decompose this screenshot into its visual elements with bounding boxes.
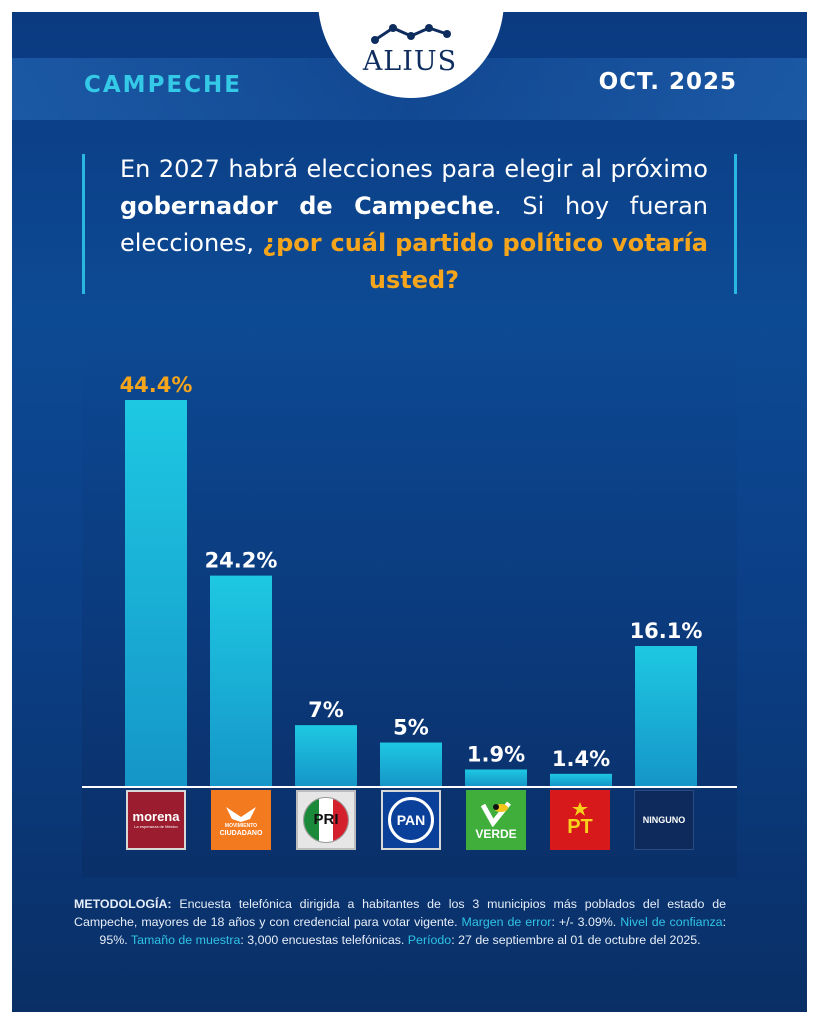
methodology-text: Encuesta telefónica dirigida a habitante… (74, 897, 726, 929)
morena-logo-name: morena (132, 809, 180, 824)
pan-emblem: PAN (388, 797, 434, 843)
brand-chart-icon (371, 24, 451, 44)
ninguno-logo-name: NINGUNO (642, 815, 686, 825)
bar-2 (295, 725, 357, 786)
confidence-label: Nivel de confianza (620, 915, 723, 929)
question-text-2: . Si hoy fueran elecciones, (120, 192, 709, 257)
bar-value-label-6: 16.1% (630, 619, 703, 643)
bar-value-label-0: 44.4% (120, 373, 193, 397)
question-bar-right (734, 154, 737, 294)
morena-logo-icon: morena La esperanza de México (126, 790, 186, 850)
region-label: CAMPECHE (84, 72, 242, 98)
bar-value-label-3: 5% (393, 716, 429, 740)
verde-logo-icon: VERDE (466, 790, 526, 850)
pri-logo-icon: PRI (296, 790, 356, 850)
bar-5 (550, 773, 612, 786)
pri-logo-name: PRI (313, 811, 339, 828)
period-label: Período (407, 933, 452, 947)
brand-name: ALIUS (362, 46, 458, 77)
question-bar-left (82, 154, 85, 294)
bar-1 (210, 575, 272, 786)
bar-0 (125, 400, 187, 786)
bar-value-label-5: 1.4% (552, 747, 610, 771)
pan-logo-icon: PAN (381, 790, 441, 850)
ninguno-logo-icon: NINGUNO (634, 790, 694, 850)
toucan-icon (480, 801, 511, 827)
question-text-1: En 2027 habrá elecciones para elegir al … (120, 155, 708, 183)
sample-label: Tamaño de muestra (130, 933, 241, 947)
confidence-value: : 95%. (99, 915, 727, 947)
bar-value-label-2: 7% (308, 698, 344, 722)
date-label: OCT. 2025 (598, 69, 737, 95)
sample-value: : 3,000 encuestas telefónicas. (240, 933, 408, 947)
pan-logo-name: PAN (396, 812, 426, 828)
bar-3 (380, 742, 442, 786)
pt-logo-name: PT (567, 816, 593, 838)
eagle-icon (226, 806, 256, 822)
bar-6 (635, 646, 697, 786)
period-value: : 27 de septiembre al 01 de octubre del … (451, 933, 701, 947)
verde-logo-name: VERDE (475, 827, 517, 841)
poll-question: En 2027 habrá elecciones para elegir al … (120, 151, 708, 299)
pt-logo-icon: PT (550, 790, 610, 850)
mc-logo-line2: CIUDADANO (219, 829, 263, 837)
methodology-label: METODOLOGÍA: (74, 897, 172, 911)
star-icon (572, 802, 588, 816)
bar-4 (465, 769, 527, 786)
question-bold: gobernador de Campeche (120, 192, 494, 220)
margin-value: : +/- 3.09%. (551, 915, 621, 929)
bar-value-label-1: 24.2% (205, 549, 278, 573)
margin-label: Margen de error (461, 915, 552, 929)
mc-logo-icon: MOVIMIENTO CIUDADANO (211, 790, 271, 850)
morena-logo-sub: La esperanza de México (134, 824, 178, 829)
bar-value-label-4: 1.9% (467, 742, 525, 766)
mc-logo-line1: MOVIMIENTO (224, 822, 258, 829)
question-highlight: ¿por cuál partido político votaría usted… (262, 229, 708, 294)
methodology-note: METODOLOGÍA: Encuesta telefónica dirigid… (74, 895, 726, 949)
pri-emblem: PRI (303, 797, 349, 843)
